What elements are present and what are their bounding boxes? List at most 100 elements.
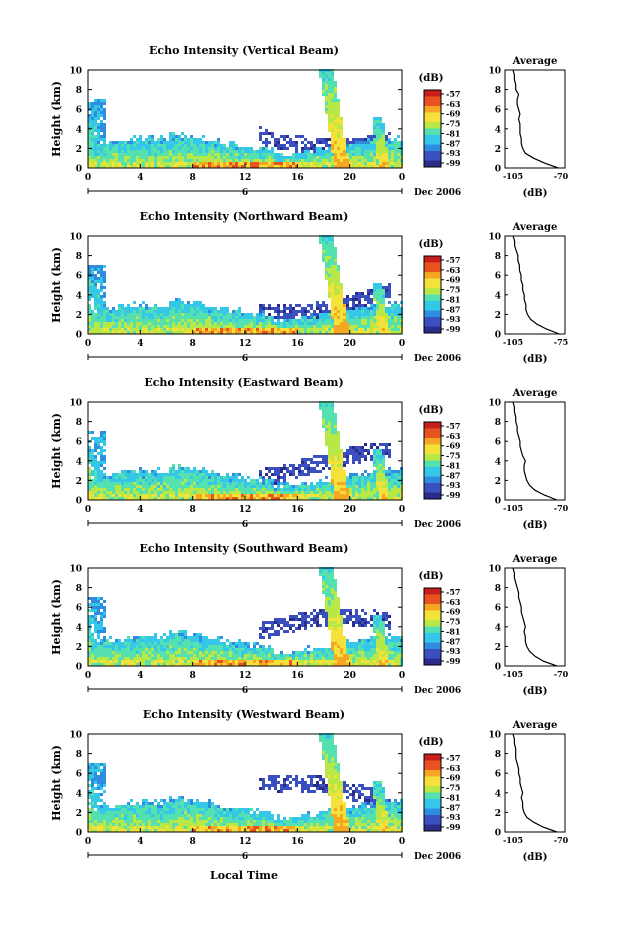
heatmap-cell (265, 663, 268, 666)
heatmap-cell (274, 322, 277, 325)
heatmap-cell (163, 331, 166, 334)
heatmap-cell (274, 153, 277, 156)
heatmap-cell (238, 642, 241, 645)
heatmap-cell (208, 165, 211, 168)
heatmap-cell (115, 645, 118, 648)
heatmap-cell (142, 162, 145, 165)
heatmap-cell (334, 292, 337, 295)
heatmap-cell (97, 150, 100, 153)
heatmap-cell (229, 654, 232, 657)
heatmap-cell (142, 153, 145, 156)
heatmap-cell (361, 494, 364, 497)
heatmap-cell (160, 144, 163, 147)
heatmap-cell (370, 476, 373, 479)
heatmap-cell (328, 313, 331, 316)
heatmap-cell (175, 660, 178, 663)
heatmap-cell (316, 301, 319, 304)
heatmap-cell (91, 117, 94, 120)
heatmap-cell (298, 657, 301, 660)
heatmap-cell (382, 458, 385, 461)
heatmap-cell (298, 612, 301, 615)
heatmap-cell (343, 660, 346, 663)
heatmap-cell (157, 654, 160, 657)
heatmap-cell (355, 651, 358, 654)
heatmap-cell (172, 639, 175, 642)
heatmap-cell (286, 485, 289, 488)
heatmap-cell (253, 663, 256, 666)
heatmap-cell (238, 488, 241, 491)
heatmap-cell (274, 663, 277, 666)
heatmap-cell (304, 491, 307, 494)
heatmap-cell (94, 313, 97, 316)
heatmap-cell (340, 470, 343, 473)
heatmap-cell (346, 494, 349, 497)
heatmap-cell (196, 313, 199, 316)
heatmap-cell (352, 452, 355, 455)
heatmap-cell (205, 654, 208, 657)
heatmap-cell (331, 434, 334, 437)
heatmap-cell (91, 449, 94, 452)
heatmap-cell (154, 153, 157, 156)
heatmap-cell (226, 322, 229, 325)
heatmap-cell (154, 159, 157, 162)
heatmap-cell (118, 654, 121, 657)
heatmap-cell (379, 497, 382, 500)
heatmap-cell (328, 606, 331, 609)
heatmap-cell (373, 144, 376, 147)
heatmap-cell (319, 455, 322, 458)
heatmap-cell (211, 642, 214, 645)
heatmap-cell (100, 331, 103, 334)
heatmap-cell (334, 262, 337, 265)
heatmap-cell (334, 494, 337, 497)
heatmap-cell (196, 491, 199, 494)
heatmap-cell (118, 307, 121, 310)
heatmap-cell (391, 162, 394, 165)
heatmap-cell (328, 162, 331, 165)
heatmap-cell (352, 141, 355, 144)
heatmap-cell (139, 313, 142, 316)
heatmap-cell (388, 497, 391, 500)
heatmap-cell (259, 331, 262, 334)
heatmap-cell (109, 325, 112, 328)
heatmap-cell (361, 660, 364, 663)
heatmap-cell (331, 138, 334, 141)
heatmap-cell (316, 657, 319, 660)
heatmap-cell (388, 159, 391, 162)
heatmap-cell (334, 467, 337, 470)
heatmap-cell (337, 295, 340, 298)
heatmap-cell (397, 150, 400, 153)
heatmap-cell (367, 316, 370, 319)
heatmap-cell (91, 271, 94, 274)
heatmap-cell (328, 78, 331, 81)
heatmap-cell (370, 458, 373, 461)
heatmap-cell (91, 437, 94, 440)
heatmap-cell (376, 132, 379, 135)
heatmap-cell (283, 322, 286, 325)
heatmap-cell (100, 434, 103, 437)
heatmap-cell (157, 331, 160, 334)
heatmap-cell (277, 313, 280, 316)
heatmap-cell (151, 319, 154, 322)
heatmap-cell (226, 494, 229, 497)
colorbar-segment (424, 157, 441, 162)
heatmap-cell (355, 479, 358, 482)
heatmap-cell (94, 482, 97, 485)
heatmap-cell (103, 147, 106, 150)
heatmap-cell (271, 153, 274, 156)
heatmap-cell (187, 150, 190, 153)
heatmap-cell (133, 660, 136, 663)
heatmap-cell (220, 482, 223, 485)
heatmap-cell (346, 307, 349, 310)
heatmap-cell (100, 280, 103, 283)
heatmap-cell (355, 452, 358, 455)
heatmap-cell (250, 654, 253, 657)
heatmap-cell (175, 156, 178, 159)
heatmap-cell (232, 645, 235, 648)
heatmap-cell (253, 494, 256, 497)
heatmap-cell (259, 663, 262, 666)
heatmap-cell (178, 467, 181, 470)
heatmap-cell (262, 491, 265, 494)
heatmap-cell (310, 313, 313, 316)
heatmap-cell (169, 304, 172, 307)
heatmap-cell (109, 645, 112, 648)
